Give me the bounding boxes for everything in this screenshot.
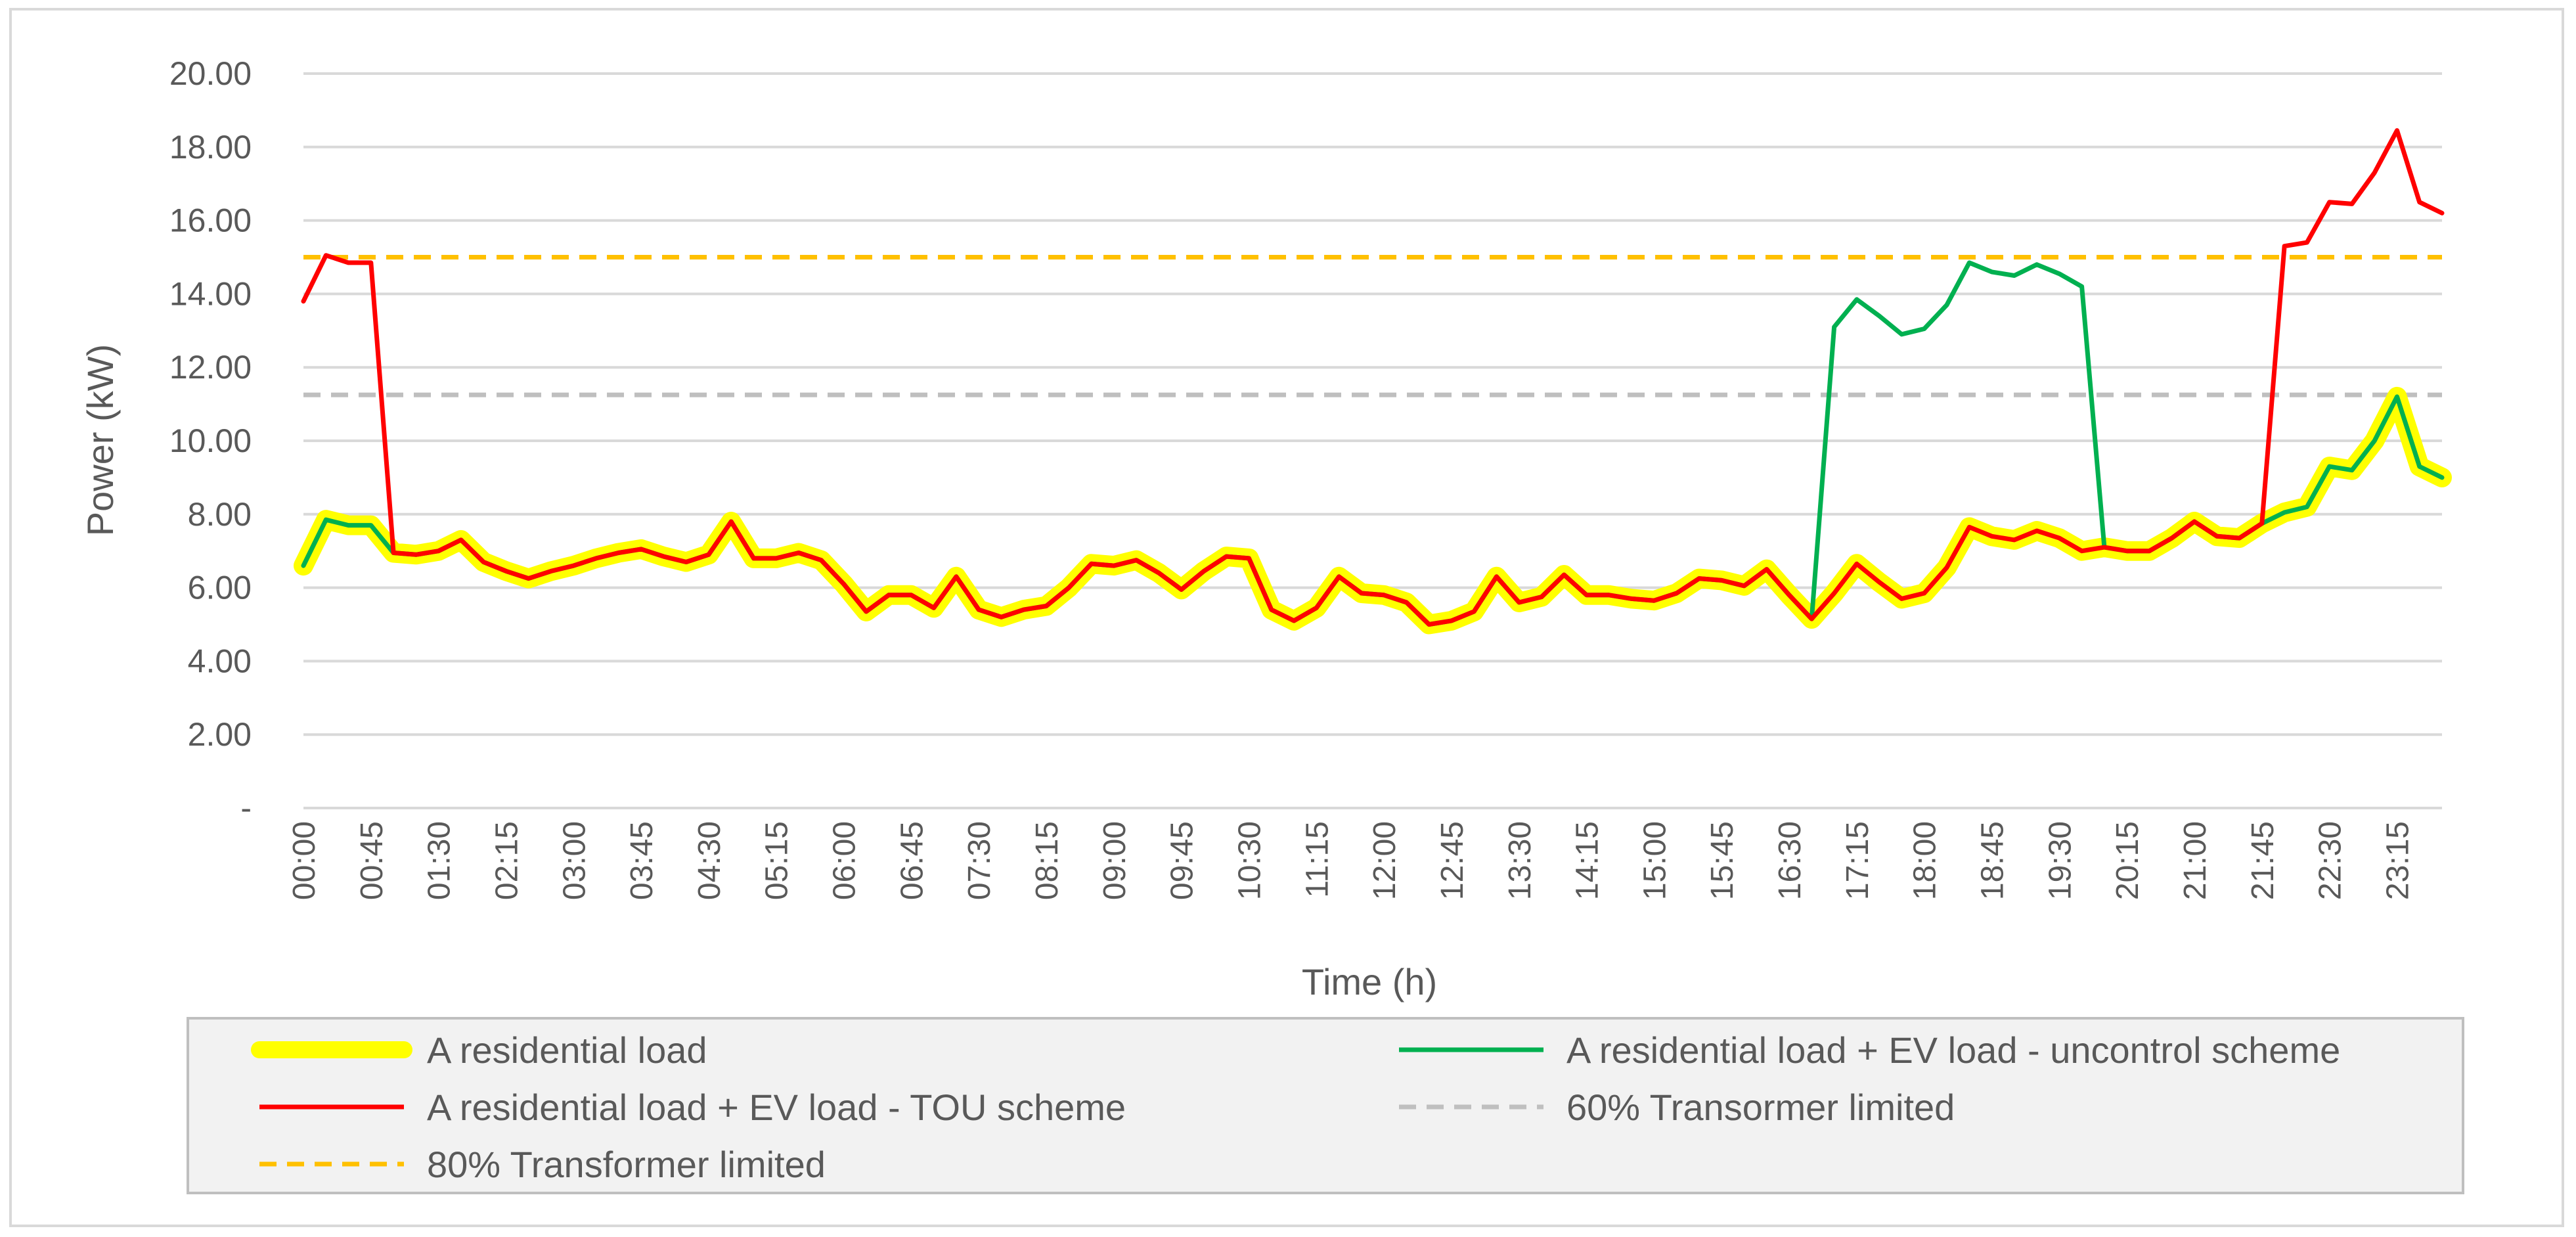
x-tick-label: 00:45 (355, 821, 389, 900)
x-tick-label: 11:15 (1300, 821, 1335, 898)
legend-label-3: 60% Transormer limited (1566, 1087, 1955, 1128)
y-tick-label: 6.00 (188, 570, 252, 606)
x-axis-ticks: 00:00 00:45 01:30 02:15 03:00 03:45 04:30 05:15… (287, 821, 2415, 900)
x-tick-label: 06:45 (895, 821, 929, 900)
legend-label-1: A residential load + EV load - uncontrol… (1566, 1029, 2340, 1071)
x-tick-label: 02:15 (489, 821, 524, 900)
x-tick-label: 19:30 (2043, 821, 2077, 900)
y-tick-label: 10.00 (169, 422, 252, 459)
x-tick-label: 15:00 (1637, 821, 1672, 900)
x-tick-label: 14:15 (1570, 821, 1605, 900)
series-lines (294, 128, 2452, 635)
reference-lines (303, 255, 2442, 397)
x-tick-label: 01:30 (422, 821, 457, 900)
y-tick-label: 16.00 (169, 202, 252, 239)
legend-label-0: A residential load (427, 1029, 707, 1071)
x-tick-label: 13:30 (1503, 821, 1538, 900)
legend-box (187, 1017, 2464, 1194)
x-tick-label: 10:30 (1232, 821, 1267, 900)
x-tick-label: 03:45 (625, 821, 659, 900)
x-tick-label: 09:45 (1165, 821, 1200, 900)
x-tick-label: 00:00 (287, 821, 322, 900)
legend-label-4: 80% Transformer limited (427, 1144, 826, 1185)
x-tick-label: 12:45 (1435, 821, 1470, 900)
legend: A residential load A residential load + E… (187, 1017, 2464, 1194)
x-tick-label: 07:30 (962, 821, 997, 900)
x-tick-label: 08:15 (1030, 821, 1065, 900)
x-tick-label: 16:30 (1773, 821, 1808, 900)
x-tick-label: 22:30 (2313, 821, 2348, 900)
x-tick-label: 12:00 (1367, 821, 1402, 900)
x-tick-label: 09:00 (1098, 821, 1132, 900)
y-tick-label: 18.00 (169, 129, 252, 166)
legend-label-2: A residential load + EV load - TOU schem… (427, 1087, 1126, 1128)
x-tick-label: 23:15 (2380, 821, 2415, 900)
y-tick-label: 4.00 (188, 642, 252, 679)
x-tick-label: 03:00 (557, 821, 592, 900)
x-axis-title: Time (h) (1302, 961, 1437, 1002)
y-tick-label: - (240, 790, 252, 826)
x-tick-label: 04:30 (692, 821, 727, 900)
y-axis-title: Power (kW) (79, 344, 121, 536)
y-tick-label: 20.00 (169, 55, 252, 92)
x-tick-label: 20:15 (2110, 821, 2145, 900)
y-tick-label: 2.00 (188, 716, 252, 753)
x-tick-label: 21:45 (2246, 821, 2280, 900)
y-tick-label: 14.00 (169, 275, 252, 312)
x-tick-label: 18:00 (1908, 821, 1943, 900)
x-tick-label: 18:45 (1976, 821, 2010, 900)
x-tick-label: 06:00 (828, 821, 862, 900)
series-line-0 (294, 386, 2452, 635)
series-line-2 (301, 128, 2445, 627)
x-tick-label: 21:00 (2178, 821, 2213, 900)
x-tick-label: 05:15 (760, 821, 795, 900)
y-tick-label: 8.00 (188, 496, 252, 533)
x-tick-label: 15:45 (1705, 821, 1740, 900)
y-tick-label: 12.00 (169, 349, 252, 386)
y-axis-ticks: - 2.00 4.00 6.00 8.00 10.00 12.00 14.00 16.00 18.… (169, 55, 252, 826)
x-tick-label: 17:15 (1840, 821, 1875, 900)
gridlines (303, 72, 2442, 809)
series-line-1 (301, 260, 2445, 627)
